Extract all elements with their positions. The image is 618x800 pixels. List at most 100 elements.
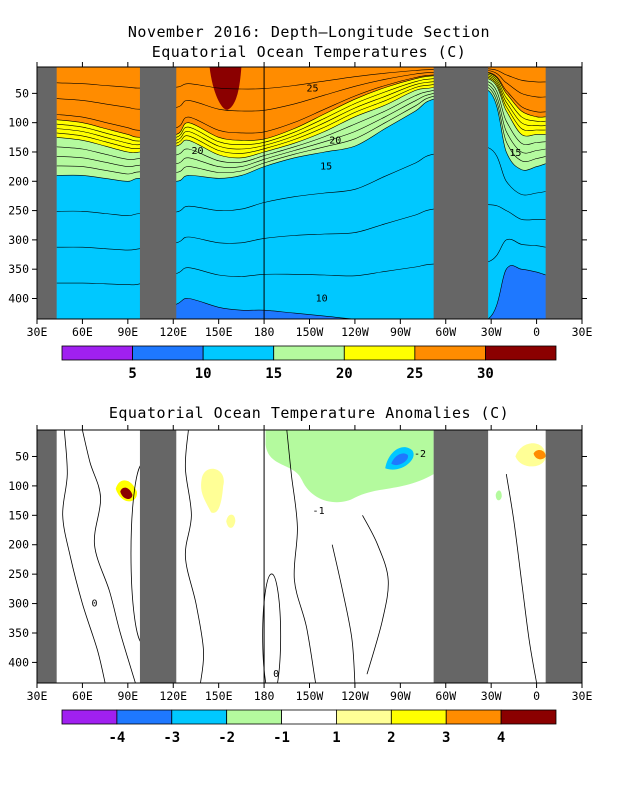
temperature-panel: 25 20 15 20 15 10 30E 60E 90E 120E 150E 180 150W 120W… [8,62,592,339]
band-5-10 [37,265,582,319]
anom-colorbar-label: 2 [387,730,395,746]
isotherm-line [56,76,546,154]
warm-anomaly-150e [201,468,224,513]
anom-colorbar-label: 1 [332,730,340,746]
temp-y-tick-label: 350 [8,262,29,276]
anom-land-mask [37,430,57,683]
warm-anomaly-160e [226,514,236,528]
anom-y-tick-label: 50 [15,449,29,463]
temp-x-tick-label: 30E [27,325,48,339]
anom-x-tick-label: 90W [390,689,411,703]
isotherm-line [56,87,546,182]
temp-colorbar-label: 10 [195,366,212,382]
anom-colorbar-swatch [281,709,337,725]
temp-y-tick-label: 300 [8,233,29,247]
anom-colorbar-label: -2 [218,730,235,746]
anom-x-tick-label: 30E [27,689,48,703]
temp-x-tick-label: 30W [481,325,502,339]
temp-x-tick-label: 60W [435,325,456,339]
temp-colorbar-swatch [202,345,275,361]
anom-colorbar-label: -4 [108,730,125,746]
chart2-title: Equatorial Ocean Temperature Anomalies (… [108,404,510,422]
contour-label: 10 [316,293,328,304]
anom-y-tick-label: 400 [8,655,29,669]
anom-land-mask [433,430,489,683]
temp-x-tick-label: 180 [254,325,275,339]
temp-colorbar-swatch [273,345,345,361]
anom-land-mask [139,430,177,683]
temp-colorbar-label: 15 [265,366,282,382]
anom-colorbar-label: -1 [273,730,290,746]
temp-x-tick-label: 30E [572,325,593,339]
cold-anomaly-region [265,430,434,503]
warm-anomaly-0-core [533,449,546,460]
temp-y-tick-label: 100 [8,116,29,130]
cold-anomaly-inner [391,453,409,466]
zero-contour [82,430,136,683]
zero-contour-loop [262,573,282,683]
anom-y-tick-label: 250 [8,567,29,581]
anomaly-field: -2 -1 0 0 [37,430,582,683]
temperature-field: 25 20 15 20 15 10 [37,67,582,319]
anomaly-contour-label: -2 [414,449,426,460]
temp-colorbar-label: 20 [336,366,353,382]
isotherm-line [56,68,546,90]
anom-x-tick-label: 90E [117,689,138,703]
anom-colorbar-swatch [116,709,173,725]
isotherm-line [56,204,546,251]
temp-x-tick-label: 0 [533,325,540,339]
isotherm-line [56,238,546,286]
zero-contour [331,544,356,683]
anomaly-colorbar: -4 -3 -2 -1 1 2 3 4 [61,709,557,746]
anom-colorbar-swatch [445,709,502,725]
chart-title-line2: Equatorial Ocean Temperatures (C) [151,43,467,61]
temp-colorbar-swatch [414,345,486,361]
temp-x-tick-label: 120E [159,325,187,339]
temp-colorbar-label: 30 [477,366,494,382]
isotherm-line [56,82,546,168]
cold-anomaly-30w [495,490,502,501]
contour-label: 20 [191,146,203,157]
anom-colorbar-swatch [171,709,228,725]
warm-anomaly-0 [515,443,546,467]
anom-colorbar-swatch [336,709,392,725]
anom-land-mask [545,430,582,683]
anom-colorbar-swatch [390,709,447,725]
anom-x-tick-label: 60W [435,689,456,703]
isotherm-line [56,71,546,134]
contour-label: 20 [329,135,341,146]
contour-label: 15 [509,148,521,159]
anomaly-contour-label: -1 [313,506,325,517]
temp-frame [36,66,583,320]
temp-y-tick-label: 400 [8,291,29,305]
anom-y-tick-label: 200 [8,538,29,552]
isotherm-line [56,84,546,175]
anom-x-tick-label: 120W [341,689,369,703]
temp-x-tick-label: 150W [296,325,324,339]
temp-x-tick-label: 60E [72,325,93,339]
anom-x-tick-label: 30W [481,689,502,703]
warm-anomaly-90e-core [120,487,133,500]
anom-x-tick-label: 150W [296,689,324,703]
anom-x-tick-label: 0 [533,689,540,703]
temp-land-mask [545,67,582,319]
anom-y-tick-label: 100 [8,479,29,493]
anom-colorbar-swatch [500,709,557,725]
temp-x-tick-label: 90W [390,325,411,339]
anom-colorbar-swatch [61,709,118,725]
chart-title-line1: November 2016: Depth–Longitude Section [127,23,491,41]
temp-y-tick-label: 150 [8,145,29,159]
temp-colorbar-swatch [485,345,557,361]
anomaly-panel: -2 -1 0 0 30E 60E 90E 120E 150E 180 150W 120W 90W 60W… [8,425,592,703]
temp-colorbar-swatch [61,345,133,361]
isotherm-line [56,77,546,159]
anom-y-tick-label: 350 [8,626,29,640]
temperature-colorbar: 5 10 15 20 25 30 [61,345,557,382]
anom-colorbar-swatch [226,709,282,725]
temp-land-mask [37,67,57,319]
anom-frame [36,429,583,684]
anom-colorbar-label: 3 [442,730,450,746]
temp-colorbar-label: 5 [128,366,136,382]
temp-colorbar-swatch [343,345,416,361]
temp-colorbar-label: 25 [406,366,423,382]
